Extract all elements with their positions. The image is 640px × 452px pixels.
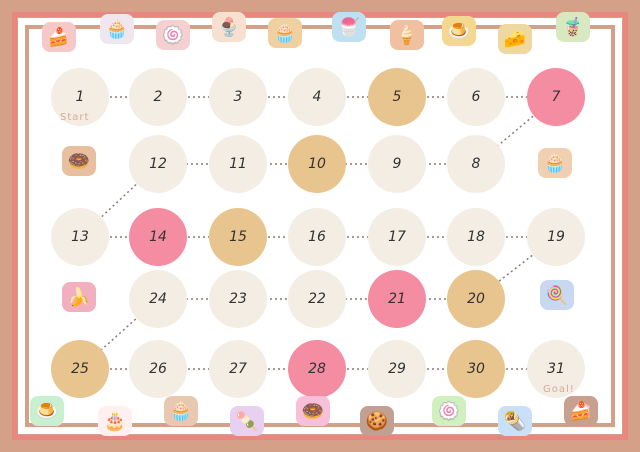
- day-14[interactable]: 14: [129, 208, 187, 266]
- day-31[interactable]: 31: [527, 340, 585, 398]
- cat-cupcake-icon: 🧁: [538, 148, 572, 178]
- day-24[interactable]: 24: [129, 270, 187, 328]
- start-label: Start: [60, 112, 90, 123]
- banana-icon: 🍌: [62, 282, 96, 312]
- parfait-icon: 🍨: [212, 12, 246, 42]
- matcha-roll-icon: 🍥: [432, 396, 466, 426]
- chocolate-cookie-icon: 🍪: [360, 406, 394, 436]
- day-30[interactable]: 30: [447, 340, 505, 398]
- day-18[interactable]: 18: [447, 208, 505, 266]
- day-15[interactable]: 15: [209, 208, 267, 266]
- day-25[interactable]: 25: [51, 340, 109, 398]
- day-20[interactable]: 20: [447, 270, 505, 328]
- day-26[interactable]: 26: [129, 340, 187, 398]
- shaved-ice-icon: 🍧: [332, 12, 366, 42]
- day-1[interactable]: 1: [51, 68, 109, 126]
- day-12[interactable]: 12: [129, 135, 187, 193]
- day-9[interactable]: 9: [368, 135, 426, 193]
- lollipop-icon: 🍭: [540, 280, 574, 310]
- day-17[interactable]: 17: [368, 208, 426, 266]
- day-3[interactable]: 3: [209, 68, 267, 126]
- pudding-icon: 🍮: [442, 16, 476, 46]
- birthday-cake-icon: 🎂: [98, 406, 132, 436]
- muffin-icon: 🧁: [268, 18, 302, 48]
- day-6[interactable]: 6: [447, 68, 505, 126]
- outer-border: [12, 12, 628, 440]
- day-27[interactable]: 27: [209, 340, 267, 398]
- cheesecake-icon: 🧀: [498, 24, 532, 54]
- goal-label: Goal!: [543, 384, 575, 395]
- day-2[interactable]: 2: [129, 68, 187, 126]
- pink-donut-icon: 🍩: [296, 396, 330, 426]
- day-7[interactable]: 7: [527, 68, 585, 126]
- day-22[interactable]: 22: [288, 270, 346, 328]
- crepe-icon: 🌯: [498, 406, 532, 436]
- bubble-tea-icon: 🧋: [556, 12, 590, 42]
- day-21[interactable]: 21: [368, 270, 426, 328]
- day-29[interactable]: 29: [368, 340, 426, 398]
- donut-icon: 🍩: [62, 146, 96, 176]
- day-5[interactable]: 5: [368, 68, 426, 126]
- day-16[interactable]: 16: [288, 208, 346, 266]
- roll-cake-icon: 🍥: [156, 20, 190, 50]
- day-4[interactable]: 4: [288, 68, 346, 126]
- day-23[interactable]: 23: [209, 270, 267, 328]
- macaron-icon: 🍡: [230, 406, 264, 436]
- day-10[interactable]: 10: [288, 135, 346, 193]
- jelly-icon: 🍮: [30, 396, 64, 426]
- chocolate-muffin-icon: 🧁: [164, 396, 198, 426]
- cupcake-icon: 🧁: [100, 14, 134, 44]
- day-19[interactable]: 19: [527, 208, 585, 266]
- ice-cream-cone-icon: 🍦: [390, 20, 424, 50]
- strawberry-shortcake-icon: 🍰: [42, 22, 76, 52]
- day-13[interactable]: 13: [51, 208, 109, 266]
- day-8[interactable]: 8: [447, 135, 505, 193]
- day-11[interactable]: 11: [209, 135, 267, 193]
- chocolate-cake-slice-icon: 🍰: [564, 396, 598, 426]
- day-28[interactable]: 28: [288, 340, 346, 398]
